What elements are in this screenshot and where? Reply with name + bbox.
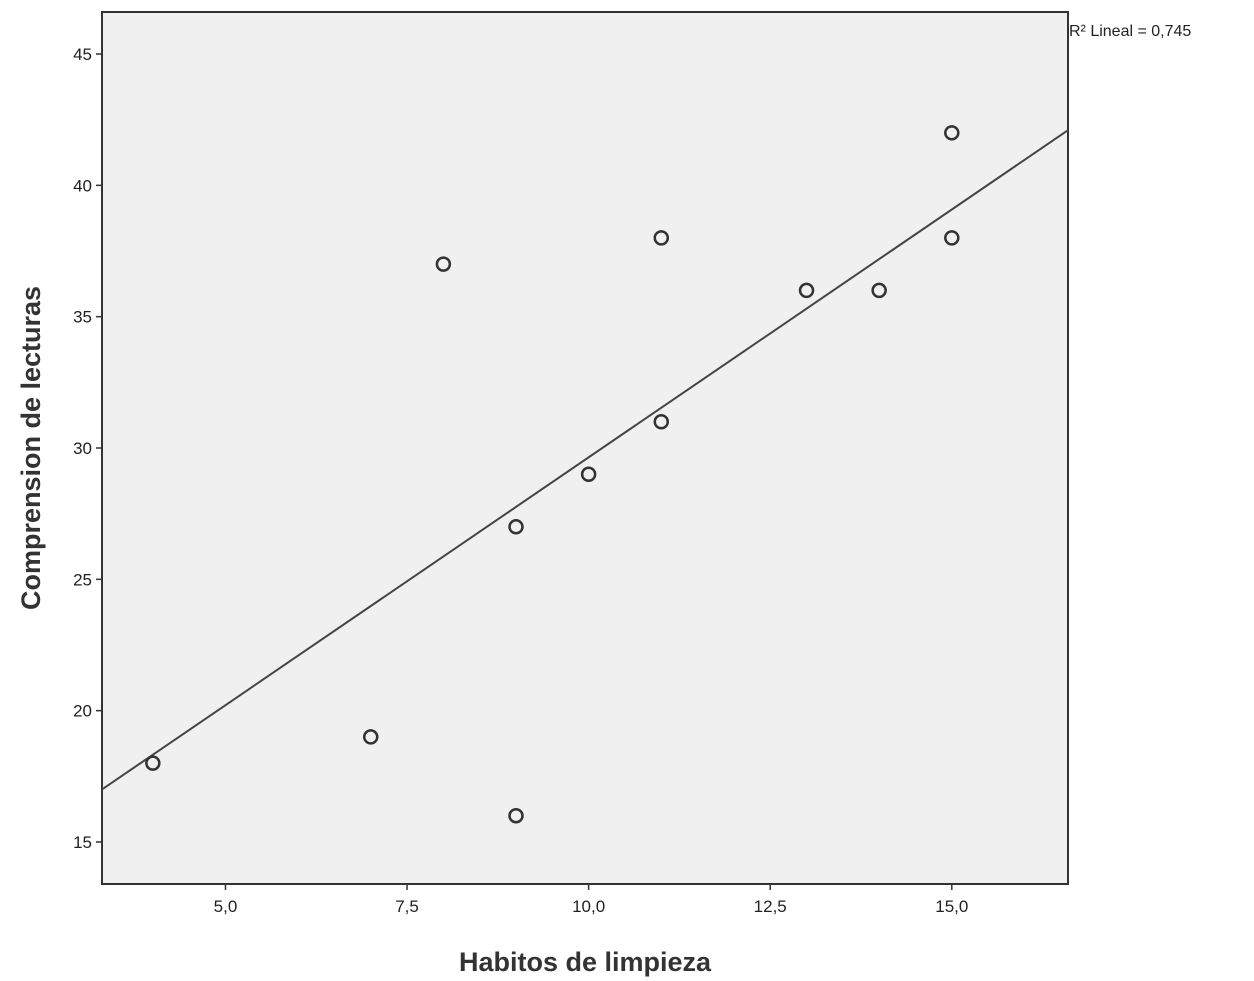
- data-point: [435, 256, 452, 272]
- r2-label: R² Lineal = 0,745: [1069, 23, 1191, 40]
- data-point: [362, 729, 379, 745]
- x-tick-label: 12,5: [754, 897, 787, 916]
- x-tick-label: 7,5: [395, 897, 419, 916]
- x-tick-label: 15,0: [935, 897, 968, 916]
- y-tick-label: 15: [73, 833, 92, 852]
- y-tick-label: 35: [73, 308, 92, 327]
- data-point: [508, 519, 524, 535]
- y-tick-label: 25: [73, 570, 92, 589]
- fit-line: [101, 129, 1069, 791]
- y-axis: 15 20 25 30 35 40 45: [73, 45, 102, 852]
- data-point: [944, 230, 960, 246]
- data-point: [580, 466, 597, 483]
- x-tick-label: 10,0: [572, 897, 605, 916]
- x-axis-title: Habitos de limpieza: [459, 947, 712, 977]
- data-point: [871, 282, 887, 299]
- y-tick-label: 40: [73, 176, 92, 195]
- data-point: [508, 807, 524, 824]
- x-axis: 5,0 7,5 10,0 12,5 15,0: [214, 884, 968, 916]
- data-point: [653, 413, 670, 430]
- y-tick-label: 45: [73, 45, 92, 64]
- plot-area: [101, 11, 1069, 885]
- data-point: [145, 755, 161, 771]
- y-axis-title: Comprension de lecturas: [16, 286, 46, 610]
- y-tick-label: 30: [73, 439, 92, 458]
- data-point: [944, 125, 960, 141]
- y-tick-label: 20: [73, 702, 92, 721]
- data-points: [145, 125, 960, 824]
- data-point: [798, 282, 815, 299]
- fit-line-group: [101, 129, 1069, 791]
- data-point: [653, 230, 670, 246]
- x-tick-label: 5,0: [214, 897, 238, 916]
